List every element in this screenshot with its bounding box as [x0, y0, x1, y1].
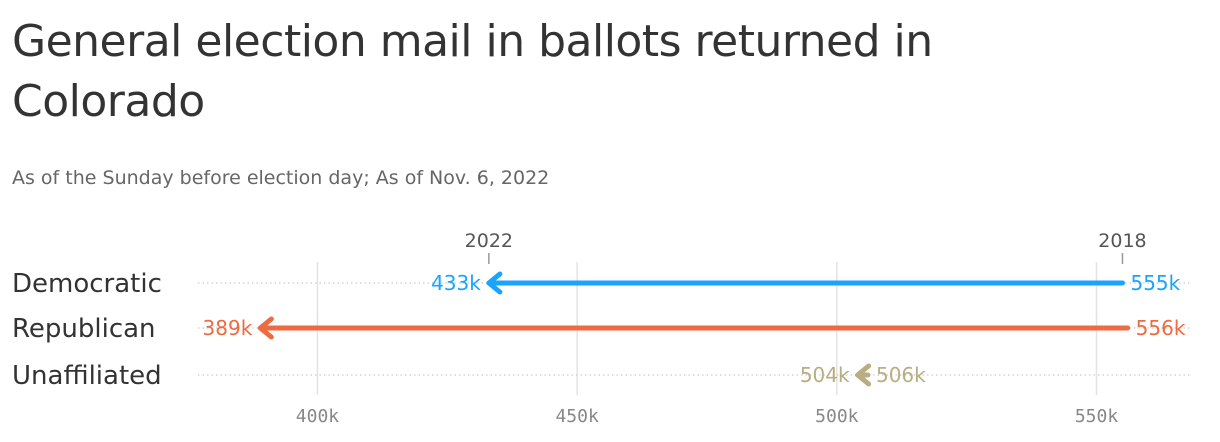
x-tick-label: 400k: [296, 406, 340, 427]
x-tick-label: 550k: [1075, 406, 1119, 427]
value-label-2022: 433k: [431, 271, 481, 295]
arrow-head: [855, 363, 872, 387]
category-label: Republican: [12, 314, 156, 344]
x-tick-label: 500k: [815, 406, 859, 427]
category-label: Unaffiliated: [12, 361, 162, 391]
value-label-2018: 506k: [876, 363, 926, 387]
arrow-head: [486, 271, 503, 295]
value-label-2018: 556k: [1136, 316, 1186, 340]
value-label-2022: 389k: [203, 316, 253, 340]
chart-subtitle: As of the Sunday before election day; As…: [12, 167, 550, 189]
value-label-2018: 555k: [1130, 271, 1180, 295]
year-marker-label: 2022: [465, 230, 513, 252]
arrow-head: [257, 316, 274, 340]
chart-title: General election mail in ballots returne…: [12, 16, 933, 127]
year-marker-label: 2018: [1098, 230, 1146, 252]
x-tick-label: 450k: [555, 406, 599, 427]
value-label-2022: 504k: [800, 363, 850, 387]
category-label: Democratic: [12, 269, 162, 299]
